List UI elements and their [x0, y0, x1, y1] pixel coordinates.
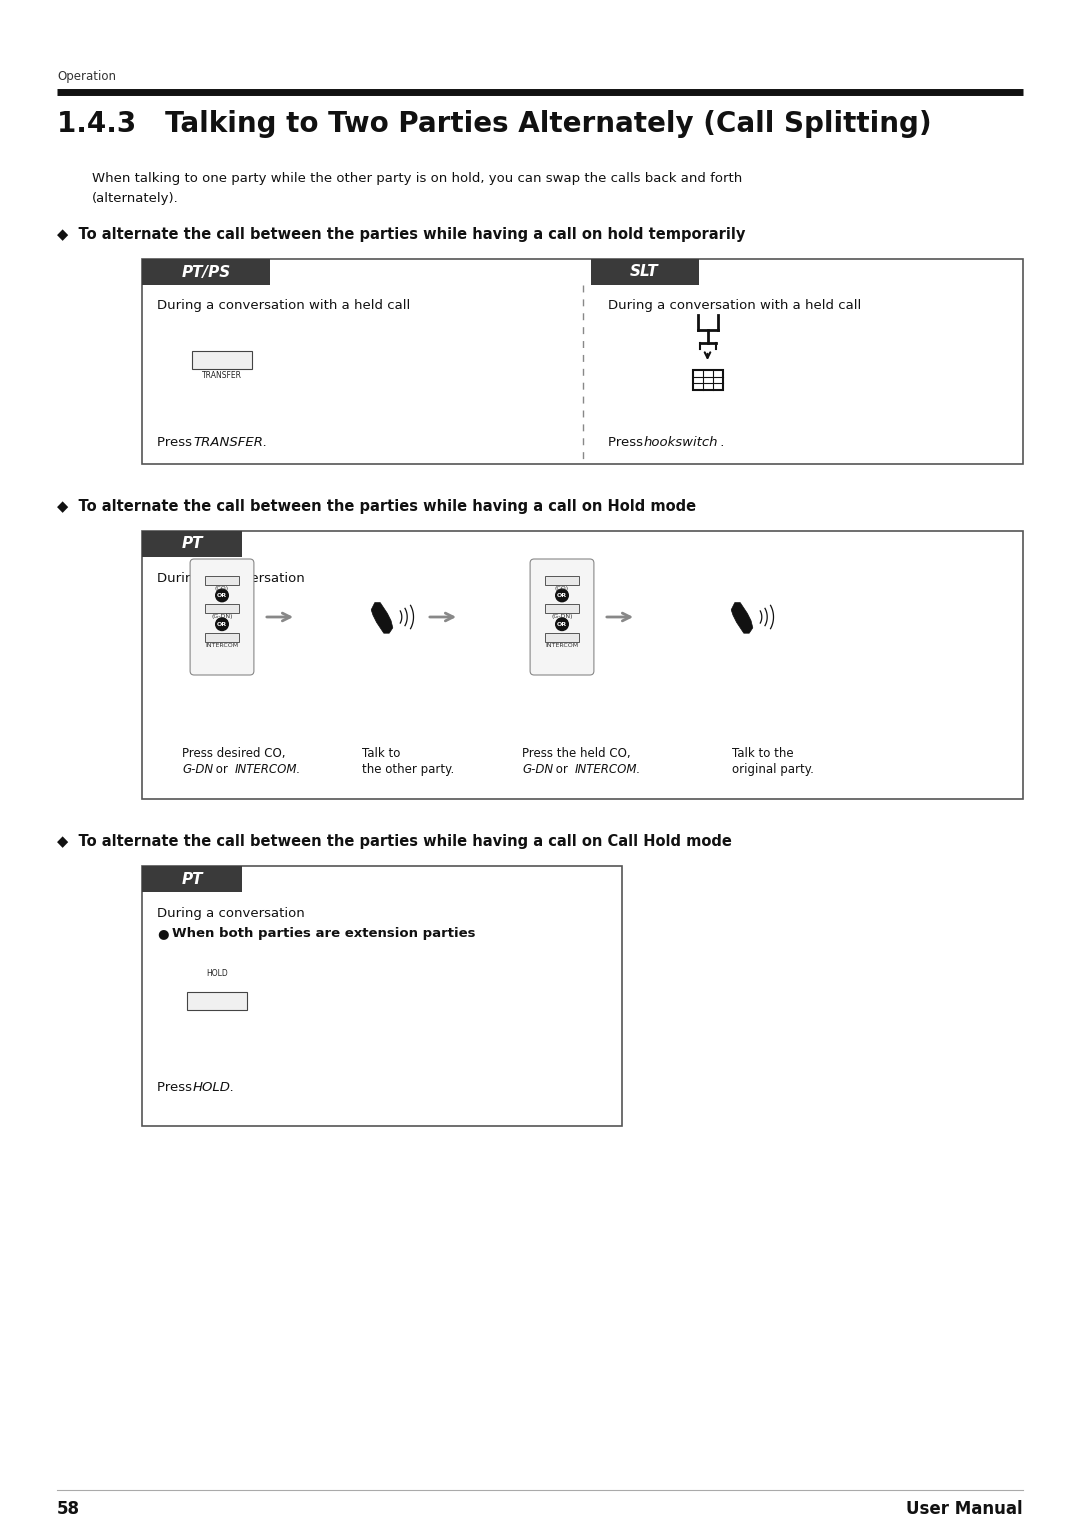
Circle shape — [216, 617, 228, 631]
Bar — [591, 260, 699, 286]
Text: HOLD.: HOLD. — [193, 1080, 235, 1094]
Text: or: or — [212, 762, 231, 776]
Text: TRANSFER: TRANSFER — [202, 371, 242, 380]
Text: (CO): (CO) — [555, 585, 569, 591]
Text: When both parties are extension parties: When both parties are extension parties — [172, 927, 475, 940]
Text: PT: PT — [181, 536, 203, 552]
Text: PT: PT — [181, 871, 203, 886]
Text: INTERCOM: INTERCOM — [205, 643, 239, 648]
Text: Press: Press — [157, 1080, 197, 1094]
Bar — [141, 866, 622, 1126]
Text: INTERCOM.: INTERCOM. — [575, 762, 642, 776]
Text: TRANSFER.: TRANSFER. — [193, 435, 267, 449]
Text: INTERCOM.: INTERCOM. — [235, 762, 301, 776]
Text: Operation: Operation — [57, 70, 116, 83]
Text: the other party.: the other party. — [362, 762, 455, 776]
Bar — [545, 605, 579, 613]
Text: PT/PS: PT/PS — [181, 264, 231, 280]
Bar — [141, 260, 1023, 465]
Text: OR: OR — [217, 622, 227, 626]
Bar — [545, 633, 579, 642]
FancyBboxPatch shape — [190, 559, 254, 675]
Text: or: or — [552, 762, 571, 776]
Text: (G-DN): (G-DN) — [212, 614, 233, 619]
Text: HOLD: HOLD — [206, 969, 228, 978]
Bar — [545, 576, 579, 585]
Text: OR: OR — [557, 622, 567, 626]
Bar — [141, 866, 242, 892]
Text: ◆  To alternate the call between the parties while having a call on Call Hold mo: ◆ To alternate the call between the part… — [57, 834, 732, 850]
Text: Talk to the: Talk to the — [732, 747, 794, 759]
Text: hookswitch: hookswitch — [644, 435, 718, 449]
Text: Press desired CO,: Press desired CO, — [183, 747, 285, 759]
Bar — [205, 633, 239, 642]
Bar — [187, 992, 247, 1010]
Bar — [192, 351, 252, 368]
Text: G-DN: G-DN — [522, 762, 553, 776]
Text: During a conversation: During a conversation — [157, 571, 305, 585]
Bar — [141, 532, 242, 558]
Text: Press the held CO,: Press the held CO, — [522, 747, 631, 759]
Text: When talking to one party while the other party is on hold, you can swap the cal: When talking to one party while the othe… — [92, 173, 742, 185]
Text: Press: Press — [607, 435, 647, 449]
Text: 1.4.3   Talking to Two Parties Alternately (Call Splitting): 1.4.3 Talking to Two Parties Alternately… — [57, 110, 932, 138]
Circle shape — [556, 590, 568, 602]
Bar — [692, 370, 723, 390]
Bar — [205, 576, 239, 585]
Bar — [141, 532, 1023, 799]
FancyBboxPatch shape — [530, 559, 594, 675]
Text: 58: 58 — [57, 1500, 80, 1517]
Text: During a conversation with a held call: During a conversation with a held call — [607, 299, 861, 312]
Text: Talk to: Talk to — [362, 747, 401, 759]
Text: .: . — [715, 435, 724, 449]
PathPatch shape — [372, 602, 393, 633]
Text: ◆  To alternate the call between the parties while having a call on hold tempora: ◆ To alternate the call between the part… — [57, 228, 745, 241]
Bar — [205, 605, 239, 613]
Circle shape — [556, 617, 568, 631]
Text: SLT: SLT — [631, 264, 659, 280]
Text: original party.: original party. — [732, 762, 814, 776]
Text: (G-DN): (G-DN) — [551, 614, 572, 619]
Circle shape — [216, 590, 228, 602]
Text: G-DN: G-DN — [183, 762, 213, 776]
Text: INTERCOM: INTERCOM — [545, 643, 579, 648]
Text: ●: ● — [157, 927, 168, 940]
Text: OR: OR — [557, 593, 567, 597]
Text: During a conversation with a held call: During a conversation with a held call — [157, 299, 410, 312]
Text: ◆  To alternate the call between the parties while having a call on Hold mode: ◆ To alternate the call between the part… — [57, 500, 697, 513]
Text: OR: OR — [217, 593, 227, 597]
PathPatch shape — [731, 602, 753, 633]
Text: Press: Press — [157, 435, 197, 449]
Text: (alternately).: (alternately). — [92, 193, 179, 205]
Bar — [141, 260, 270, 286]
Text: (CO): (CO) — [215, 585, 229, 591]
Text: User Manual: User Manual — [906, 1500, 1023, 1517]
Text: During a conversation: During a conversation — [157, 908, 305, 920]
